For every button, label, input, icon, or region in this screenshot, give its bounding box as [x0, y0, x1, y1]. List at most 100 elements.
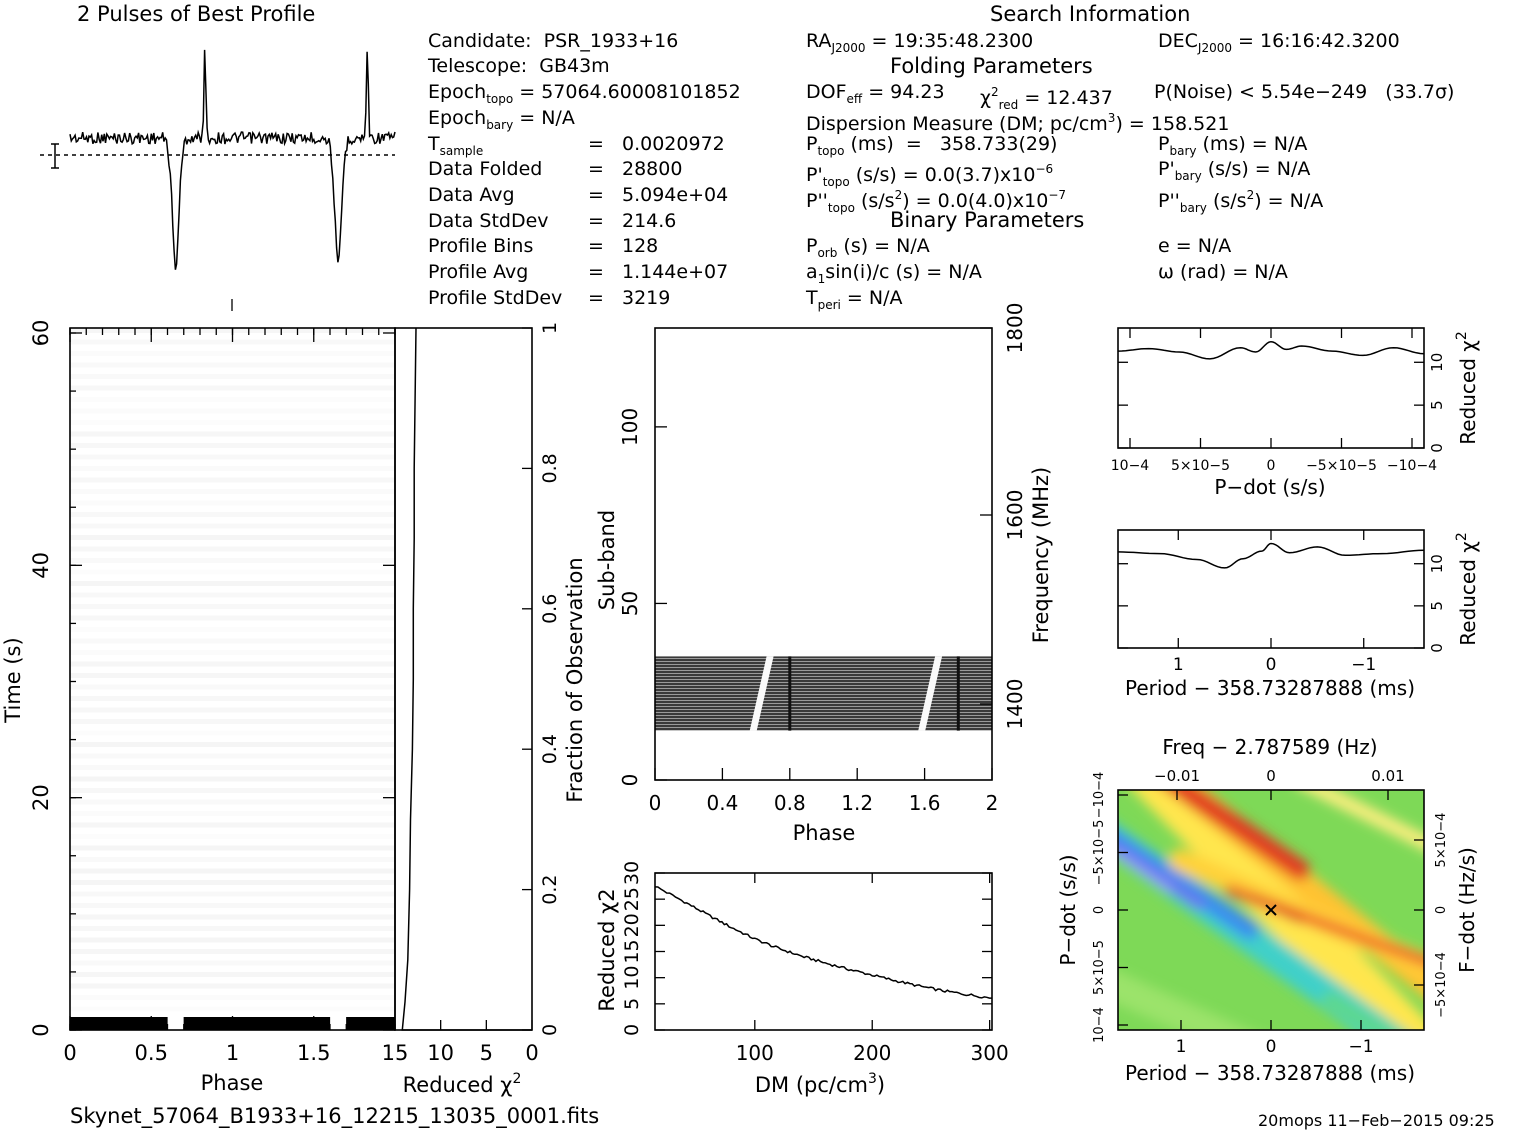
time-phase-row	[70, 489, 395, 494]
pdot-chi2-frame	[1117, 327, 1425, 449]
pdot-map-xlabel: Period − 358.73287888 (ms)	[1125, 1061, 1415, 1085]
time-chi2-xtick-label: 15	[382, 1041, 409, 1065]
pdot-map-x2tick-label: −0.01	[1154, 767, 1200, 785]
subband-ytick-label: 0	[618, 774, 642, 787]
period-chi2-ytick-label: 5	[1428, 601, 1446, 611]
time-phase-row	[70, 868, 395, 874]
pdot-map-ytick-label: 0	[1092, 906, 1107, 914]
period-chi2-ytick-label: 0	[1428, 643, 1446, 653]
time-phase-row	[70, 397, 395, 402]
profile-bins-value: 128	[622, 235, 659, 257]
time-chi2-xtick-label: 5	[480, 1041, 493, 1065]
time-phase-xtick-label: 1.5	[297, 1041, 330, 1065]
profile-stddev-label: Profile StdDev	[428, 287, 563, 309]
pddbary-line: P''bary (s/s2) = N/A	[1158, 188, 1324, 215]
time-phase-row	[70, 891, 395, 897]
profile-title: 2 Pulses of Best Profile	[77, 2, 316, 26]
time-phase-row	[70, 765, 395, 770]
tsample-value: 0.0020972	[622, 133, 725, 155]
eq-sign: =	[588, 235, 604, 257]
eq-sign: =	[588, 210, 604, 232]
pdtopo-line: P'topo (s/s) = 0.0(3.7)x10−6	[806, 162, 1054, 189]
time-phase-row	[70, 799, 395, 805]
dm-chi2-ytick-label: 25	[621, 887, 643, 911]
time-phase-row	[70, 776, 395, 782]
time-phase-row	[70, 742, 395, 747]
pdot-map-band	[1247, 895, 1303, 923]
time-phase-row	[70, 707, 395, 713]
data-folded-value: 28800	[622, 158, 683, 180]
time-phase-xtick-label: 0.5	[135, 1041, 168, 1065]
period-chi2-ylabel: Reduced χ2	[1454, 532, 1480, 646]
subband-y2tick-label: 1400	[1003, 679, 1027, 730]
time-phase-row	[70, 983, 395, 989]
period-chi2-xlabel: Period − 358.73287888 (ms)	[1125, 676, 1415, 700]
pdot-map-band	[1118, 971, 1250, 1030]
time-phase-row	[70, 627, 395, 632]
pdot-map-bands	[1118, 790, 1424, 1030]
profile-line	[69, 49, 396, 270]
pdot-map-band	[1118, 851, 1172, 892]
dm-chi2-ytick-label: 20	[621, 913, 643, 937]
time-phase-row	[70, 696, 395, 701]
pnoise-line: P(Noise) < 5.54e−249 (33.7σ)	[1154, 81, 1455, 103]
pdot-chi2-ylabel: Reduced χ2	[1454, 331, 1480, 445]
pdot-map-title: Freq − 2.787589 (Hz)	[1162, 735, 1377, 759]
time-phase-row	[70, 385, 395, 391]
dm-chi2-line	[654, 886, 992, 999]
time-phase-row	[70, 500, 395, 506]
time-phase-pulse-gap	[167, 1017, 184, 1030]
binary-params-title: Binary Parameters	[890, 208, 1085, 232]
pdot-map-ytick-label: −10−4	[1092, 772, 1107, 819]
pdot-map-band	[1118, 831, 1259, 939]
time-phase-row	[70, 523, 395, 529]
time-phase-pulse-gap	[330, 1017, 347, 1030]
pdot-map-ylabel: P−dot (s/s)	[1056, 854, 1080, 965]
time-phase-row	[70, 903, 395, 908]
time-phase-row	[70, 937, 395, 943]
time-phase-row	[70, 535, 395, 540]
pdot-chi2-ytick-label: 5	[1428, 400, 1446, 410]
time-phase-row	[70, 730, 395, 736]
profile-bins-label: Profile Bins	[428, 235, 534, 257]
time-phase-row	[70, 719, 395, 724]
time-phase-row	[70, 592, 395, 598]
time-phase-ylabel: Time (s)	[1, 637, 25, 723]
pdot-chi2-ytick-label: 10	[1428, 353, 1446, 372]
dm-chi2-ytick-label: 5	[621, 998, 643, 1010]
time-chi2-ytick-label: 0	[539, 1024, 561, 1036]
time-phase-row	[70, 443, 395, 448]
time-phase-row	[70, 604, 395, 609]
ecc-line: e = N/A	[1158, 235, 1232, 257]
subband-xtick-label: 0.8	[774, 791, 806, 815]
dm-line: Dispersion Measure (DM; pc/cm3) = 158.52…	[806, 111, 1230, 135]
pdot-map-y2tick-label: 5×10−4	[1434, 813, 1449, 868]
dm-chi2-ytick-label: 10	[621, 966, 643, 990]
pdot-map-y2label: F−dot (Hz/s)	[1455, 847, 1479, 973]
pdot-map-x2tick-label: 0	[1266, 767, 1276, 785]
epoch-bary-line: Epochbary = N/A	[428, 107, 575, 132]
time-chi2-ytick-label: 0.8	[539, 453, 561, 483]
data-avg-value: 5.094e+04	[622, 184, 729, 206]
subband-xtick-label: 0.4	[706, 791, 738, 815]
eq-sign: =	[588, 184, 604, 206]
subband-xtick-label: 1.2	[841, 791, 873, 815]
folding-params-title: Folding Parameters	[890, 54, 1093, 78]
dm-chi2-xtick-label: 300	[971, 1041, 1009, 1065]
period-chi2-xtick-label: −1	[1351, 655, 1376, 675]
dm-chi2-xtick-label: 100	[736, 1041, 774, 1065]
time-chi2-ytick-label: 0.2	[539, 874, 561, 904]
time-phase-row	[70, 615, 395, 621]
time-phase-row	[70, 834, 395, 839]
pdot-map-band	[1118, 844, 1205, 910]
eq-sign: =	[588, 261, 604, 283]
subband-xtick-label: 0	[649, 791, 662, 815]
subband-pulse-track	[918, 656, 943, 731]
dm-chi2-ytick-label: 30	[621, 861, 643, 885]
subband-ytick-label: 100	[618, 408, 642, 446]
pdot-map-band	[1165, 790, 1310, 880]
time-phase-row	[70, 454, 395, 460]
profile-avg-label: Profile Avg	[428, 261, 529, 283]
time-chi2-ytick-label: 1	[539, 322, 561, 334]
